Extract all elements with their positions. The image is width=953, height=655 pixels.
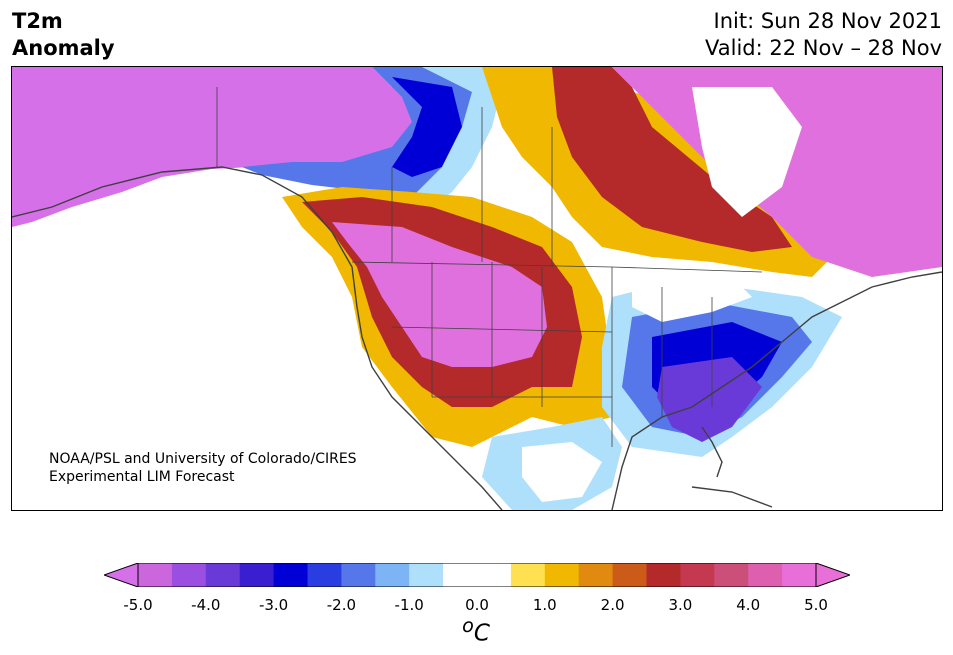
valid-range: Valid: 22 Nov – 28 Nov — [705, 36, 942, 60]
date-info: Init: Sun 28 Nov 2021 Valid: 22 Nov – 28… — [705, 8, 942, 62]
units-superscript: o — [462, 614, 474, 637]
colorbar-segment — [748, 563, 783, 587]
colorbar-segment — [612, 563, 647, 587]
credit-text: NOAA/PSL and University of Colorado/CIRE… — [49, 450, 357, 486]
colorbar-segment — [171, 563, 207, 587]
west-warm-pink — [332, 222, 547, 367]
colorbar-tick-label: -4.0 — [191, 596, 221, 614]
quebec-white — [692, 87, 802, 217]
init-date: Init: Sun 28 Nov 2021 — [713, 9, 942, 33]
colorbar-tick-label: -2.0 — [326, 596, 357, 614]
colorbar-tick-label: 0.0 — [465, 596, 489, 614]
credit-line-2: Experimental LIM Forecast — [49, 469, 235, 485]
colorbar-segment — [443, 563, 478, 587]
colorbar-segment — [138, 563, 173, 587]
colorbar-min-extend — [104, 563, 139, 587]
colorbar-segment — [273, 563, 308, 587]
anomaly-map — [11, 66, 943, 511]
colorbar-tick-label: -5.0 — [123, 596, 153, 614]
colorbar-segment — [510, 563, 546, 587]
credit-line-1: NOAA/PSL and University of Colorado/CIRE… — [49, 451, 357, 467]
mexico-white — [522, 442, 602, 502]
colorbar-segment — [544, 563, 580, 587]
colorbar-border — [137, 563, 817, 587]
colorbar-segment — [409, 563, 444, 587]
variable-title: T2m — [12, 9, 63, 33]
colorbar-segment — [477, 563, 512, 587]
coastlines — [12, 166, 942, 510]
colorbar-segment — [782, 563, 817, 587]
colorbar-max-extend — [815, 563, 850, 587]
colorbar-tick-label: -1.0 — [394, 596, 424, 614]
colorbar-tick-label: 3.0 — [668, 596, 693, 614]
map-svg — [12, 67, 942, 510]
colorbar-tick-label: 5.0 — [804, 596, 828, 614]
anomaly-subtitle: Anomaly — [12, 36, 115, 60]
colorbar-tick-label: 2.0 — [600, 596, 625, 614]
map-title: T2m Anomaly — [12, 8, 115, 62]
units-letter: C — [473, 620, 490, 647]
colorbar-segment — [646, 563, 681, 587]
alaska-cold-region — [12, 67, 482, 227]
colorbar-segment — [680, 563, 715, 587]
units-label: oC — [462, 614, 490, 647]
colorbar-tick-label: 1.0 — [532, 596, 557, 614]
colorbar-segment — [205, 563, 241, 587]
colorbar-segment — [578, 563, 614, 587]
colorbar — [104, 563, 850, 587]
colorbar-segment — [239, 563, 275, 587]
canada-deep-cold — [392, 77, 462, 177]
colorbar-tick-label: 4.0 — [736, 596, 761, 614]
colorbar-segment — [714, 563, 749, 587]
colorbar-tick-label: -3.0 — [258, 596, 289, 614]
state-borders — [216, 87, 763, 447]
light-blue-band — [412, 67, 502, 207]
colorbar-segment — [375, 563, 410, 587]
colorbar-segment — [307, 563, 342, 587]
colorbar-segment — [341, 563, 376, 587]
